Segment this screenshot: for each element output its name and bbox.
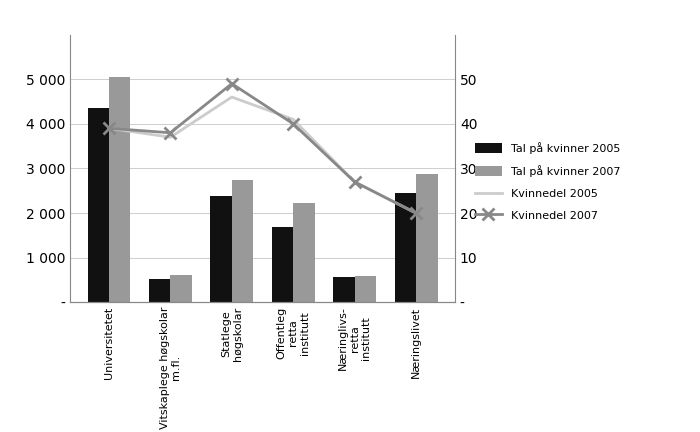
Bar (416, 174, 438, 302)
Bar (170, 275, 192, 302)
Bar (272, 226, 293, 302)
Bar (109, 77, 130, 302)
Bar (88, 108, 109, 302)
Bar (232, 180, 253, 302)
Bar (210, 197, 232, 302)
Bar (293, 203, 315, 302)
Bar (149, 279, 170, 302)
Legend: Tal på kvinner 2005, Tal på kvinner 2007, Kvinnedel 2005, Kvinnedel 2007: Tal på kvinner 2005, Tal på kvinner 2007… (475, 142, 621, 221)
Bar (395, 194, 416, 302)
Bar (333, 277, 355, 302)
Bar (355, 276, 376, 302)
